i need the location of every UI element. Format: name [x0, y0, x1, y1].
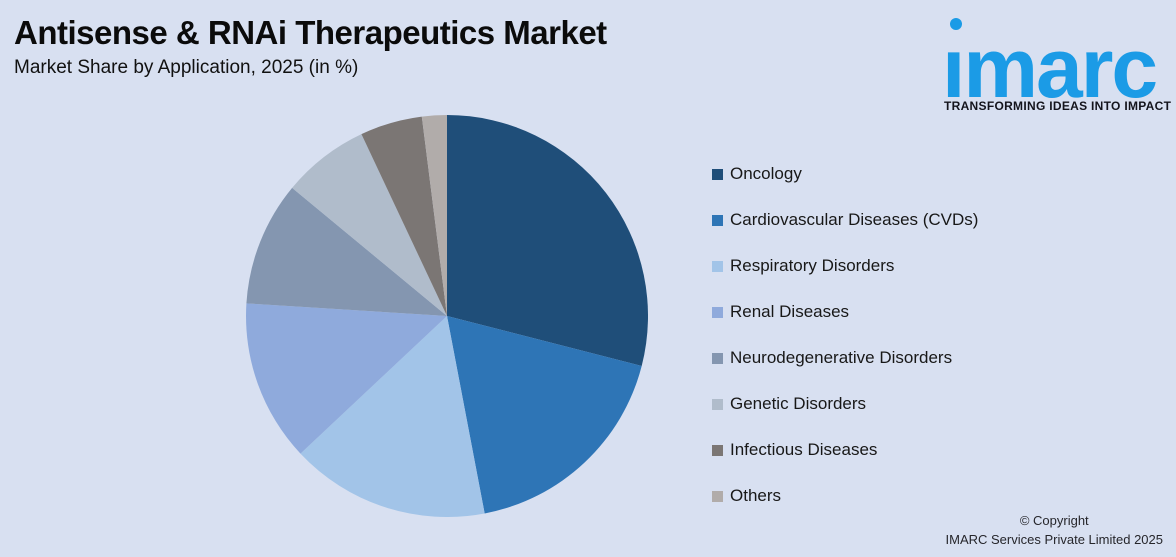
- pie-slice-cardiovascular-diseases-cvds: [447, 316, 642, 514]
- copyright-line-1: © Copyright: [1019, 513, 1089, 528]
- legend-item: Genetic Disorders: [712, 393, 978, 415]
- pie-slice-genetic-disorders: [292, 134, 447, 316]
- imarc-logo: ımarc TRANSFORMING IDEAS INTO IMPACT: [942, 5, 1172, 117]
- pie-slice-respiratory-disorders: [300, 316, 485, 517]
- legend-item: Renal Diseases: [712, 301, 978, 323]
- pie-slice-renal-diseases: [246, 303, 447, 454]
- legend-item: Oncology: [712, 163, 978, 185]
- legend-item: Others: [712, 485, 978, 507]
- legend-label: Cardiovascular Diseases (CVDs): [730, 210, 979, 229]
- legend-swatch: [712, 168, 723, 180]
- header: Antisense & RNAi Therapeutics Market Mar…: [14, 14, 607, 80]
- legend-swatch: [712, 352, 723, 364]
- chart-title: Antisense & RNAi Therapeutics Market: [14, 14, 607, 51]
- copyright-line-2: IMARC Services Private Limited 2025: [945, 532, 1163, 547]
- legend-swatch: [712, 444, 723, 456]
- legend-item: Neurodegenerative Disorders: [712, 347, 978, 369]
- legend-item: Respiratory Disorders: [712, 255, 978, 277]
- copyright: © Copyright IMARC Services Private Limit…: [946, 511, 1163, 549]
- legend-label: Genetic Disorders: [730, 394, 867, 413]
- legend-swatch: [712, 214, 723, 226]
- chart-subtitle: Market Share by Application, 2025 (in %): [14, 57, 359, 78]
- legend-item: Cardiovascular Diseases (CVDs): [712, 209, 978, 231]
- imarc-wordmark: ımarc: [942, 21, 1158, 115]
- logo-dot-icon: [950, 18, 962, 30]
- pie-slice-neurodegenerative-disorders: [246, 187, 447, 316]
- legend-swatch: [712, 306, 723, 318]
- pie-slice-oncology: [447, 115, 648, 366]
- legend-label: Oncology: [730, 164, 802, 183]
- legend-label: Infectious Diseases: [730, 440, 878, 459]
- legend: Oncology Cardiovascular Diseases (CVDs) …: [712, 163, 978, 507]
- legend-label: Neurodegenerative Disorders: [730, 348, 953, 367]
- legend-swatch: [712, 398, 723, 410]
- legend-swatch: [712, 260, 723, 272]
- legend-swatch: [712, 490, 723, 502]
- legend-item: Infectious Diseases: [712, 439, 978, 461]
- imarc-tagline: TRANSFORMING IDEAS INTO IMPACT: [944, 99, 1172, 113]
- pie-chart: [246, 115, 648, 517]
- legend-label: Respiratory Disorders: [730, 256, 895, 275]
- legend-label: Others: [730, 486, 782, 505]
- legend-label: Renal Diseases: [730, 302, 850, 321]
- pie-slice-others: [421, 115, 447, 316]
- pie-slice-infectious-diseases: [361, 116, 447, 316]
